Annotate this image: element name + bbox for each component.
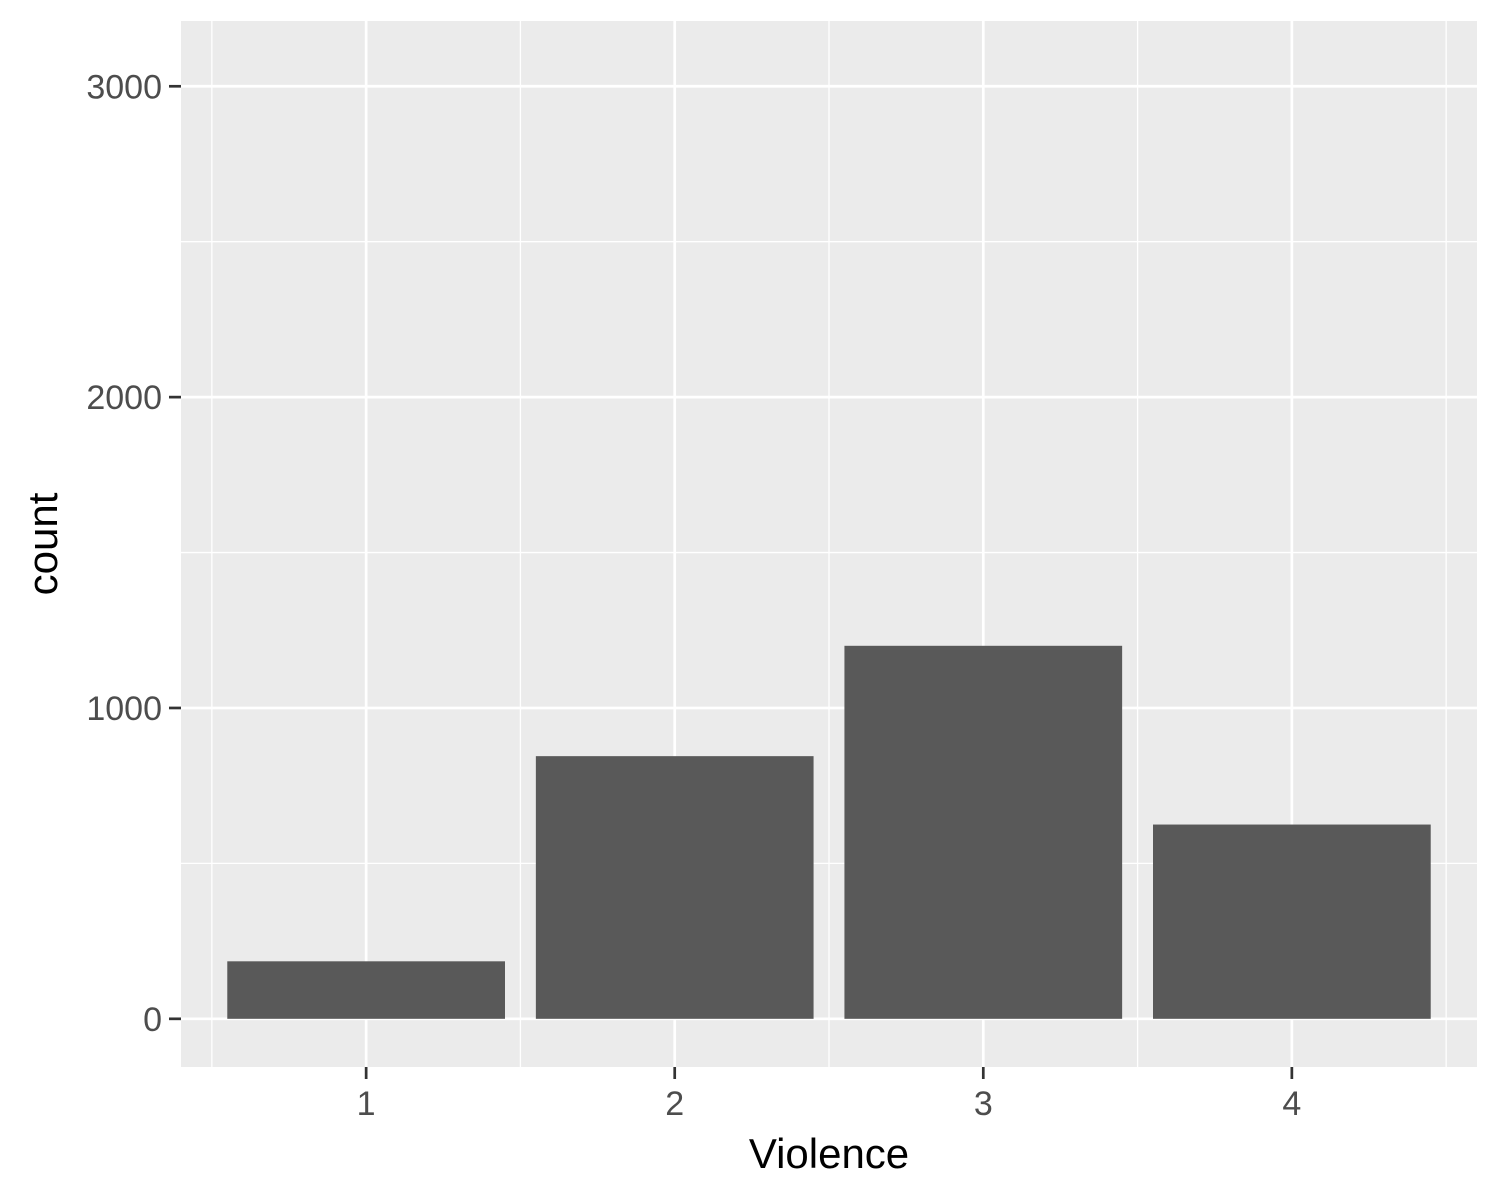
- minor-gridlines: [181, 21, 1477, 1067]
- y-axis-title: count: [19, 492, 66, 595]
- y-tick-label: 0: [143, 1001, 162, 1039]
- bar-3: [844, 645, 1123, 1019]
- y-tick-label: 1000: [86, 690, 162, 728]
- bar-2: [535, 756, 814, 1019]
- x-tick-label: 1: [357, 1085, 376, 1123]
- x-axis-title: Violence: [749, 1130, 909, 1177]
- y-tick-label: 2000: [86, 379, 162, 417]
- bar-1: [227, 961, 506, 1019]
- x-tick-label: 4: [1282, 1085, 1301, 1123]
- bar-4: [1153, 824, 1431, 1019]
- bars: [227, 645, 1431, 1019]
- y-axis: 0 1000 2000 3000: [86, 68, 181, 1039]
- x-tick-label: 2: [665, 1085, 684, 1123]
- y-tick-label: 3000: [86, 68, 162, 106]
- x-axis: 1 2 3 4: [357, 1067, 1301, 1123]
- x-tick-label: 3: [974, 1085, 993, 1123]
